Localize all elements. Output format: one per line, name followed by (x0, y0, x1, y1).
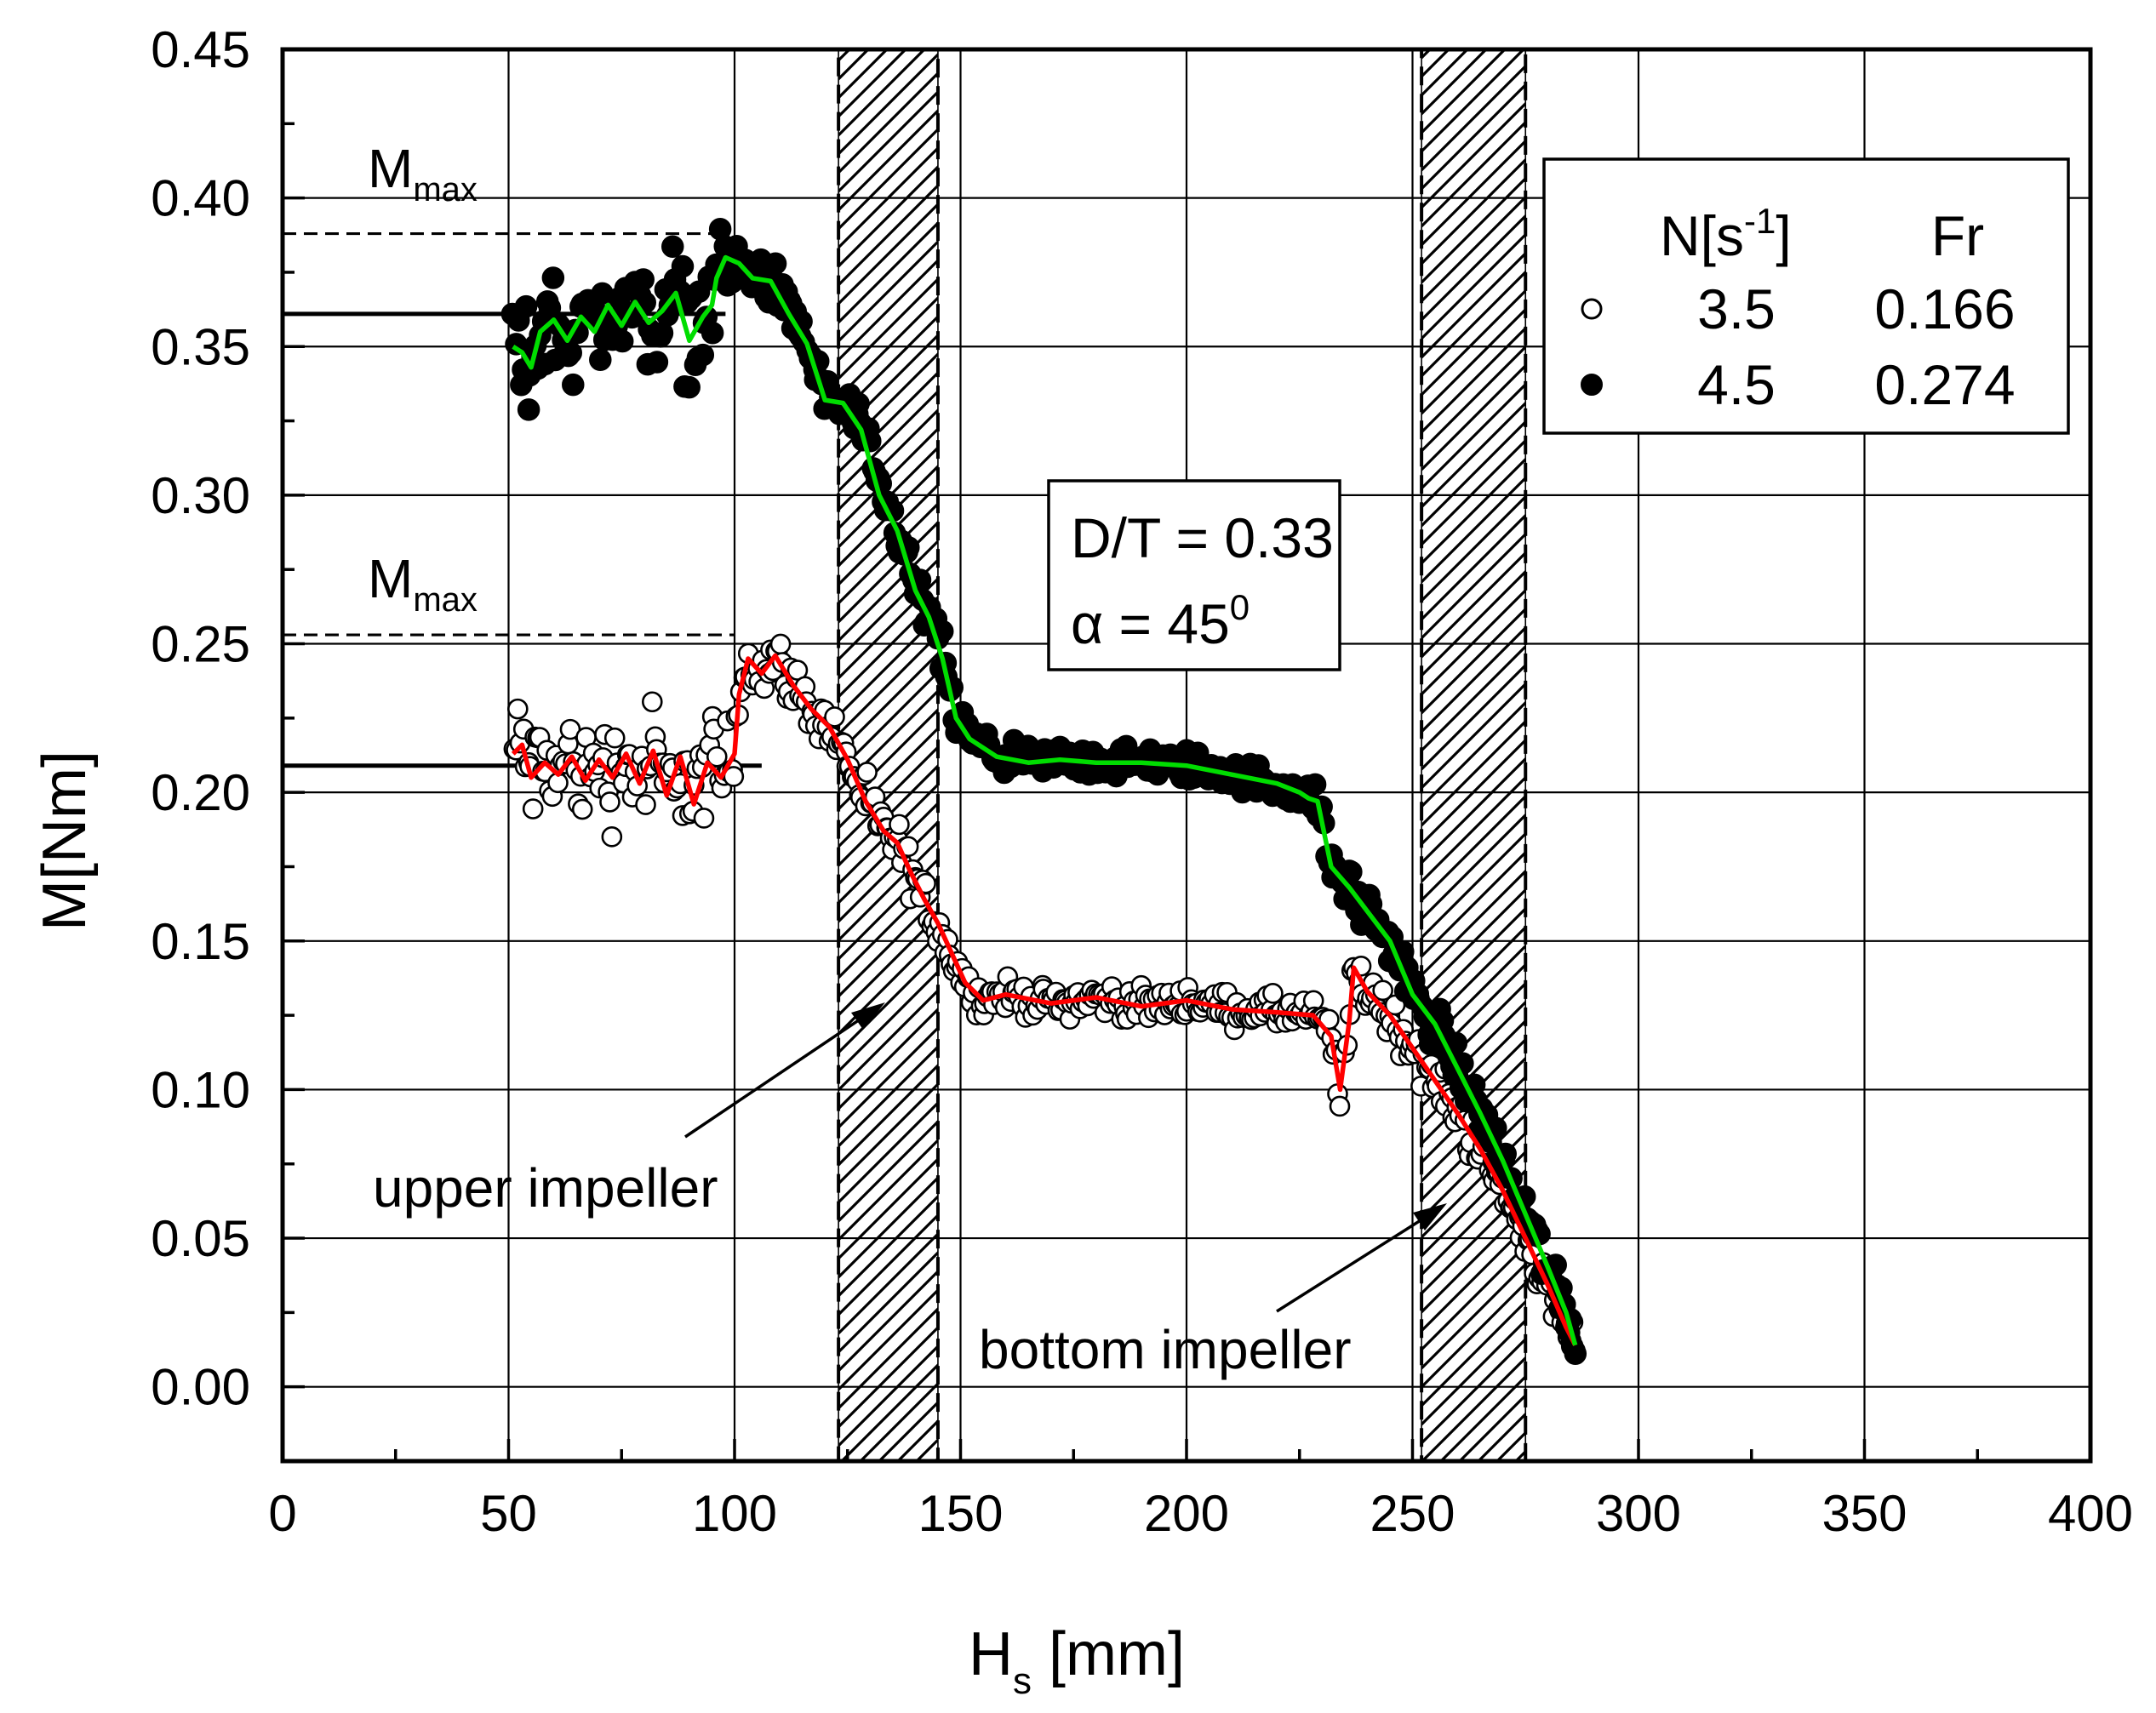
series-1-point-461 (1564, 1342, 1587, 1366)
legend-header-n: N[s-1] (1660, 201, 1792, 267)
legend-fr-1: 0.274 (1874, 353, 2015, 416)
series-1-point-346 (1303, 773, 1327, 797)
x-tick-label-7: 350 (1821, 1485, 1907, 1542)
series-1-point-16 (541, 266, 565, 289)
legend-header-fr: Fr (1931, 204, 1984, 267)
series-0-point-148 (856, 762, 878, 783)
series-1-point-35 (589, 348, 612, 372)
y-tick-label-9: 0.45 (151, 21, 250, 78)
legend-n-0: 3.5 (1697, 277, 1776, 340)
y-tick-label-8: 0.40 (151, 170, 250, 227)
x-tick-labels: 0 50 100 150 200 250 300 350 400 (268, 1485, 2133, 1542)
series-1-point-80 (701, 321, 724, 345)
series-0-point-82 (706, 745, 728, 768)
legend: N[s-1] Fr 3.5 0.166 4.5 0.274 (1542, 157, 2070, 435)
axes-border (280, 47, 2093, 1464)
trend-lines (511, 254, 1578, 1347)
y-axis-title: M[Nm] (31, 751, 99, 931)
impeller-zones (837, 48, 1528, 1463)
info-alpha: α = 450 (1071, 587, 1250, 655)
y-tick-label-6: 0.30 (151, 467, 250, 524)
y-tick-label-1: 0.05 (151, 1210, 250, 1267)
x-tick-label-8: 400 (2048, 1485, 2133, 1542)
series-0-point-357 (1329, 1095, 1351, 1117)
series-0-point-2 (507, 698, 529, 720)
y-tick-label-7: 0.35 (151, 318, 250, 375)
y-tick-label-4: 0.20 (151, 764, 250, 821)
series-1-point-23 (559, 341, 582, 364)
series-0-point-28 (571, 798, 593, 820)
series-0-point-56 (641, 691, 663, 713)
series-0-point-162 (889, 814, 910, 836)
series-0-point-109 (769, 633, 792, 655)
series-0-point-39 (599, 791, 620, 813)
series-1-point-107 (763, 252, 787, 276)
x-tick-label-3: 150 (918, 1485, 1003, 1542)
series-1-point-24 (562, 373, 585, 397)
legend-marker-open (1581, 298, 1603, 320)
info-box: D/T = 0.33 α = 450 (1047, 479, 1341, 671)
mmax-label-upper: Mmax (368, 138, 478, 208)
series-1-point-58 (645, 351, 669, 374)
x-tick-label-4: 200 (1144, 1485, 1229, 1542)
bottom-impeller-arrow (1276, 1203, 1447, 1313)
x-tick-label-1: 50 (480, 1485, 537, 1542)
series-0-point-41 (603, 727, 626, 749)
axes-frame (280, 47, 2093, 1464)
y-tick-label-0: 0.00 (151, 1359, 250, 1416)
legend-n-1: 4.5 (1697, 353, 1776, 416)
series-1-point-5 (514, 294, 538, 318)
x-tick-label-0: 0 (268, 1485, 296, 1542)
series-1-point-52 (632, 268, 655, 291)
series-1-point-71 (678, 375, 701, 399)
series-0-point-40 (601, 826, 623, 848)
upper-impeller-label: upper impeller (373, 1157, 718, 1219)
y-tick-label-3: 0.15 (151, 913, 250, 970)
series-1-point-362 (1340, 860, 1363, 883)
series-0-point-327 (1262, 983, 1284, 1004)
legend-fr-0: 0.166 (1874, 277, 2015, 340)
series-0-point-376 (1372, 979, 1393, 1002)
y-tick-label-2: 0.10 (151, 1061, 250, 1118)
series-1-point-44 (610, 329, 634, 353)
y-tick-label-5: 0.25 (151, 616, 250, 673)
x-tick-label-2: 100 (692, 1485, 777, 1542)
series-0-point-77 (693, 808, 715, 829)
mmax-label-lower: Mmax (368, 548, 478, 619)
series-1-trend-line (512, 254, 1578, 1346)
bottom-impeller-label: bottom impeller (979, 1319, 1352, 1380)
y-tick-labels: 0.00 0.05 0.10 0.15 0.20 0.25 0.30 0.35 0.40 0.45 (151, 21, 250, 1416)
series-1-point-64 (661, 235, 684, 259)
series-1-point-6 (517, 398, 540, 421)
x-tick-label-6: 300 (1596, 1485, 1681, 1542)
series-0-point-8 (522, 798, 544, 819)
info-dt: D/T = 0.33 (1071, 506, 1334, 569)
series-0-point-133 (824, 706, 845, 728)
series-0-trend-line (511, 653, 1578, 1347)
upper-impeller-arrow (684, 1002, 885, 1139)
legend-marker-filled (1581, 374, 1603, 396)
x-tick-label-5: 250 (1370, 1485, 1455, 1542)
series-1-point-76 (691, 343, 715, 367)
series-1-point-68 (671, 254, 695, 278)
series-0-point-53 (635, 794, 656, 815)
x-axis-title: Hs [mm] (969, 1620, 1185, 1702)
impeller-zone-1 (1420, 48, 1528, 1463)
